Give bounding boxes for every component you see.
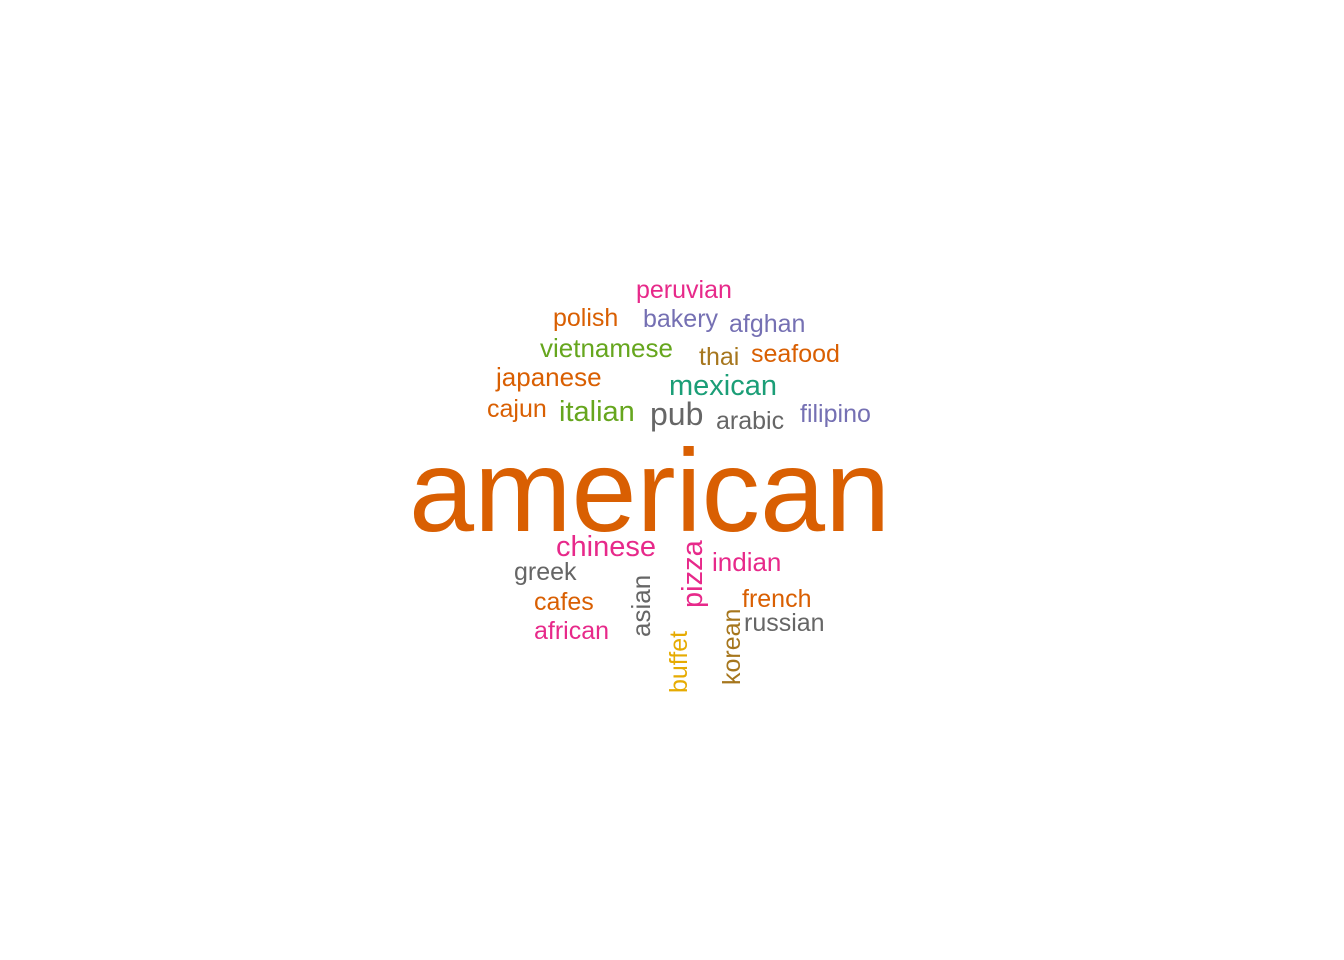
word-cajun: cajun — [487, 395, 547, 423]
word-greek: greek — [514, 558, 577, 586]
word-african: african — [534, 617, 610, 645]
word-chinese: chinese — [556, 531, 656, 563]
word-korean: korean — [718, 608, 746, 685]
word-pub: pub — [650, 396, 704, 432]
word-russian: russian — [744, 609, 825, 637]
word-mexican: mexican — [669, 370, 777, 402]
word-pizza: pizza — [677, 540, 709, 608]
word-seafood: seafood — [751, 340, 840, 368]
word-polish: polish — [553, 304, 619, 332]
word-italian: italian — [559, 396, 635, 428]
word-thai: thai — [699, 343, 740, 371]
word-arabic: arabic — [716, 407, 785, 435]
word-bakery: bakery — [643, 305, 719, 333]
word-peruvian: peruvian — [636, 276, 732, 304]
word-french: french — [742, 585, 812, 613]
word-japanese: japanese — [496, 362, 602, 392]
word-afghan: afghan — [729, 310, 806, 338]
word-indian: indian — [712, 547, 782, 577]
word-buffet: buffet — [665, 630, 693, 693]
word-asian: asian — [626, 574, 656, 637]
word-cafes: cafes — [534, 588, 594, 616]
word-american: american — [409, 425, 891, 556]
word-filipino: filipino — [800, 400, 871, 428]
word-vietnamese: vietnamese — [540, 333, 673, 363]
